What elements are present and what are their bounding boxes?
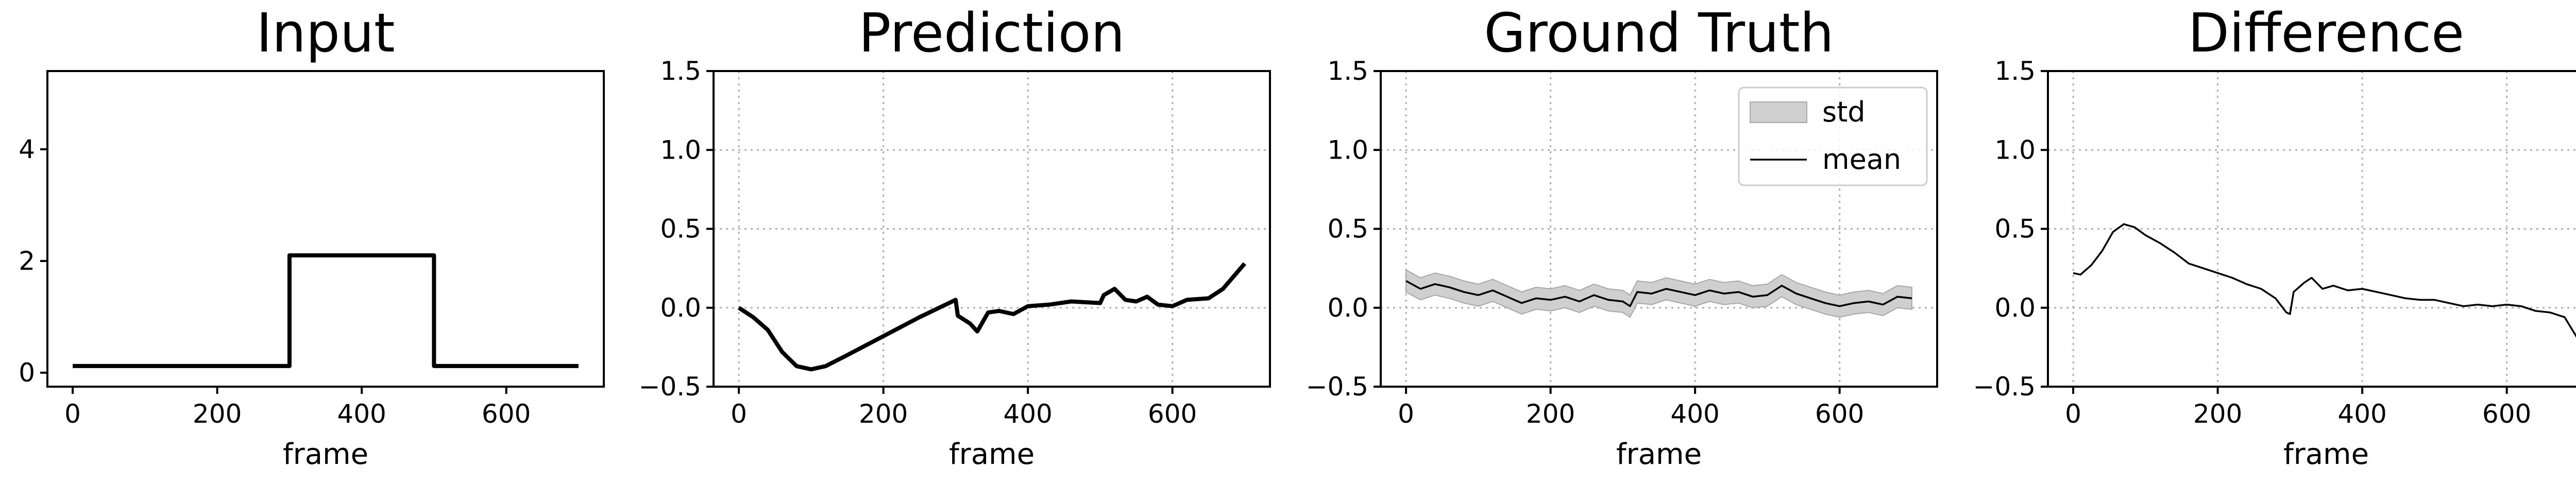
x-tick-label: 600 bbox=[1148, 399, 1197, 429]
x-tick-label: 200 bbox=[859, 399, 908, 429]
x-tick-label: 400 bbox=[1003, 399, 1052, 429]
chart-title: Difference bbox=[2188, 2, 2464, 64]
y-tick-label: −0.5 bbox=[1973, 372, 2036, 402]
y-tick-label: 0.5 bbox=[1327, 214, 1368, 244]
axes-frame bbox=[2047, 70, 2576, 388]
y-tick-label: 1.5 bbox=[1994, 56, 2036, 86]
subplot-2: 0 200 400 600 −0.5 0.0 0.5 1.0 1.5 Prediction fram… bbox=[639, 2, 1271, 471]
data-line bbox=[73, 253, 579, 368]
data-line bbox=[737, 262, 1246, 372]
subplot-1: 0 200 400 600 0 2 4 Input frame bbox=[19, 2, 605, 471]
x-tick-label: 0 bbox=[731, 399, 747, 429]
y-tick-label: 1.0 bbox=[1994, 135, 2036, 165]
x-tick-label: 200 bbox=[193, 399, 242, 429]
chart-title: Input bbox=[256, 2, 395, 64]
x-tick-label: 0 bbox=[1398, 399, 1414, 429]
legend: std mean bbox=[1738, 86, 1928, 186]
y-tick-label: 1.0 bbox=[660, 135, 701, 165]
y-tick-label: 0 bbox=[19, 358, 35, 388]
x-tick-label: 600 bbox=[482, 399, 531, 429]
legend-swatch-std bbox=[1750, 101, 1807, 123]
y-tick-label: 0.0 bbox=[660, 293, 701, 323]
data-line bbox=[2073, 223, 2576, 338]
x-tick-label: 200 bbox=[2193, 399, 2242, 429]
subplot-4: 0 200 400 600 −0.5 0.0 0.5 1.0 1.5 Difference fram… bbox=[1973, 2, 2576, 471]
y-tick-label: −0.5 bbox=[639, 372, 701, 402]
y-tick-label: 0.5 bbox=[1994, 214, 2036, 244]
axes-frame bbox=[46, 70, 605, 388]
x-tick-label: 400 bbox=[337, 399, 386, 429]
y-tick-label: −0.5 bbox=[1306, 372, 1368, 402]
y-tick-label: 0.0 bbox=[1994, 293, 2036, 323]
y-tick-label: 0.5 bbox=[660, 214, 701, 244]
x-tick-label: 0 bbox=[2065, 399, 2081, 429]
x-axis-label: frame bbox=[283, 438, 368, 471]
x-axis-label: frame bbox=[2283, 438, 2369, 471]
std-band bbox=[1405, 269, 1912, 318]
legend-label: std bbox=[1822, 96, 1866, 128]
mean-line bbox=[1405, 280, 1912, 307]
y-tick-label: 0.0 bbox=[1327, 293, 1368, 323]
y-tick-label: 1.0 bbox=[1327, 135, 1368, 165]
y-tick-label: 2 bbox=[19, 246, 35, 276]
x-axis-label: frame bbox=[1616, 438, 1702, 471]
legend-label: mean bbox=[1822, 143, 1901, 176]
subplot-3: 0 200 400 600 −0.5 0.0 0.5 1.0 1.5 Ground Truth fr… bbox=[1306, 2, 1938, 471]
x-tick-label: 400 bbox=[2337, 399, 2386, 429]
y-tick-label: 4 bbox=[19, 134, 35, 164]
y-tick-label: 1.5 bbox=[1327, 56, 1368, 86]
y-tick-label: 1.5 bbox=[660, 56, 701, 86]
chart-title: Ground Truth bbox=[1484, 2, 1834, 64]
chart-title: Prediction bbox=[859, 2, 1125, 64]
x-tick-label: 600 bbox=[2482, 399, 2531, 429]
x-tick-label: 400 bbox=[1670, 399, 1719, 429]
x-tick-label: 200 bbox=[1526, 399, 1575, 429]
x-tick-label: 0 bbox=[64, 399, 81, 429]
x-axis-label: frame bbox=[949, 438, 1035, 471]
x-tick-label: 600 bbox=[1815, 399, 1864, 429]
